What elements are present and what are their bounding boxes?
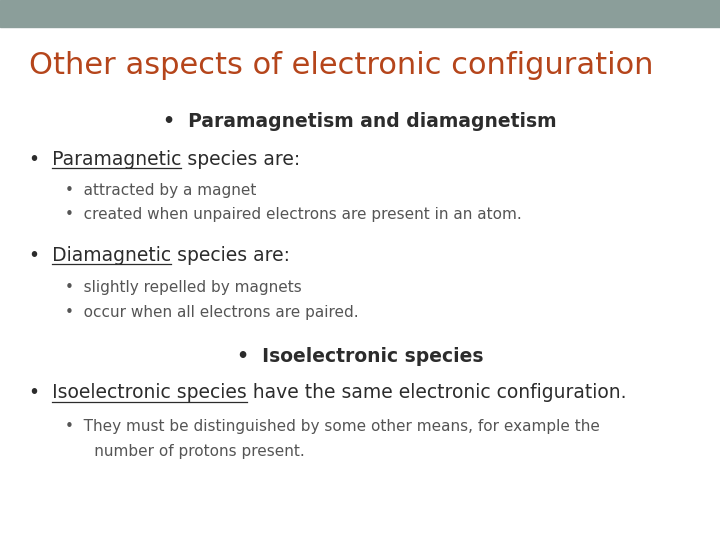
Text: •  They must be distinguished by some other means, for example the: • They must be distinguished by some oth… xyxy=(65,419,600,434)
Text: •  Isoelectronic species: • Isoelectronic species xyxy=(0,539,1,540)
Text: •: • xyxy=(0,539,1,540)
Text: •  Diamagnetic: • Diamagnetic xyxy=(0,539,1,540)
Text: •  Diamagnetic species are:: • Diamagnetic species are: xyxy=(29,246,289,265)
Text: •  Paramagnetic: • Paramagnetic xyxy=(0,539,1,540)
Text: Other aspects of electronic configuration: Other aspects of electronic configuratio… xyxy=(29,51,653,80)
Text: •  attracted by a magnet: • attracted by a magnet xyxy=(65,183,256,198)
Text: •  created when unpaired electrons are present in an atom.: • created when unpaired electrons are pr… xyxy=(65,207,521,222)
Text: •  Isoelectronic species have the same electronic configuration.: • Isoelectronic species have the same el… xyxy=(29,383,626,402)
Bar xyxy=(0,0,720,27)
Text: •  Paramagnetism and diamagnetism: • Paramagnetism and diamagnetism xyxy=(163,112,557,131)
Text: •  Isoelectronic species: • Isoelectronic species xyxy=(237,347,483,366)
Text: •: • xyxy=(0,539,1,540)
Text: •: • xyxy=(0,539,1,540)
Text: •  occur when all electrons are paired.: • occur when all electrons are paired. xyxy=(65,305,359,320)
Text: number of protons present.: number of protons present. xyxy=(65,444,305,460)
Text: •  slightly repelled by magnets: • slightly repelled by magnets xyxy=(65,280,302,295)
Text: •  Paramagnetic species are:: • Paramagnetic species are: xyxy=(29,150,300,169)
